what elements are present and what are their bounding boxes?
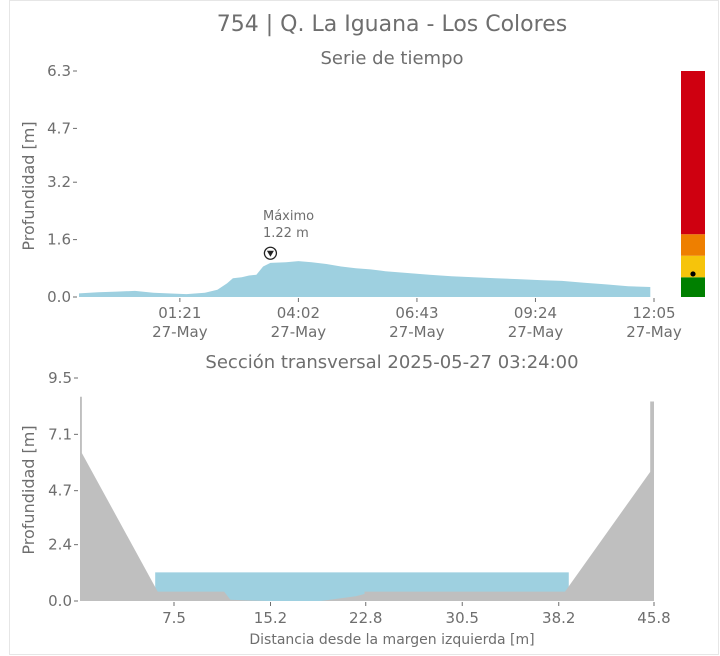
figure-frame	[9, 0, 719, 655]
x-tick-time-label: 09:24	[514, 304, 557, 322]
y-tick-label: 2.4	[48, 536, 72, 554]
y-tick-label: 1.6	[47, 231, 71, 249]
time-series-y-axis: 0.0 1.6 3.2 4.7 6.3	[47, 62, 77, 306]
y-tick-label: 9.5	[48, 369, 72, 387]
x-tick-time-label: 04:02	[277, 304, 320, 322]
cross-section-chart: Sección transversal 2025-05-27 03:24:00 …	[19, 352, 671, 648]
cross-section-title: Sección transversal 2025-05-27 03:24:00	[205, 352, 578, 373]
y-tick-label: 4.7	[47, 119, 71, 137]
x-tick-label: 15.2	[254, 609, 287, 627]
cross-section-plot-area	[80, 396, 654, 601]
x-tick-label: 38.2	[542, 609, 575, 627]
time-series-y-label: Profundidad [m]	[19, 121, 38, 250]
depth-area-series	[79, 261, 651, 297]
cross-section-y-label: Profundidad [m]	[19, 425, 38, 554]
y-tick-label: 6.3	[47, 62, 71, 80]
cross-section-x-label: Distancia desde la margen izquierda [m]	[249, 632, 534, 648]
maximum-label: Máximo	[263, 209, 314, 224]
cross-section-x-axis: 7.5 15.2 22.8 30.5 38.2 45.8	[162, 602, 671, 627]
x-tick-time-label: 01:21	[158, 304, 201, 322]
maximum-annotation: Máximo 1.22 m	[263, 209, 314, 260]
maximum-marker-triangle	[266, 250, 274, 257]
x-tick-date-label: 27-May	[389, 323, 445, 341]
alert-level-bar	[681, 71, 705, 297]
terrain-profile	[80, 396, 654, 601]
current-level-dot	[690, 271, 696, 277]
x-tick-time-label: 12:05	[632, 304, 675, 322]
x-tick-date-label: 27-May	[626, 323, 682, 341]
time-series-x-axis: 01:2127-May04:0227-May06:4327-May09:2427…	[152, 298, 682, 341]
alert-level-segment	[681, 277, 705, 297]
x-tick-label: 7.5	[162, 609, 186, 627]
alert-level-segment	[681, 255, 705, 278]
y-tick-label: 0.0	[47, 288, 71, 306]
y-tick-label: 3.2	[47, 173, 71, 191]
x-tick-date-label: 27-May	[152, 323, 208, 341]
x-tick-time-label: 06:43	[395, 304, 438, 322]
x-tick-label: 45.8	[637, 609, 670, 627]
x-tick-label: 30.5	[446, 609, 479, 627]
x-tick-label: 22.8	[349, 609, 382, 627]
x-tick-date-label: 27-May	[271, 323, 327, 341]
time-series-chart: Serie de tiempo 0.01.63.24.76.3 01:2127-…	[19, 48, 705, 341]
alert-level-segment	[681, 71, 705, 235]
y-tick-label: 4.7	[48, 482, 72, 500]
time-series-title: Serie de tiempo	[320, 48, 463, 69]
figure-title: 754 | Q. La Iguana - Los Colores	[217, 12, 567, 37]
y-tick-label: 7.1	[48, 425, 72, 443]
cross-section-y-axis: 0.0 2.4 4.7 7.1 9.5	[48, 369, 78, 610]
time-series-plot-area	[79, 261, 651, 297]
x-tick-date-label: 27-May	[508, 323, 564, 341]
maximum-value: 1.22 m	[263, 226, 309, 241]
alert-level-segment	[681, 234, 705, 256]
y-tick-label: 0.0	[48, 592, 72, 610]
